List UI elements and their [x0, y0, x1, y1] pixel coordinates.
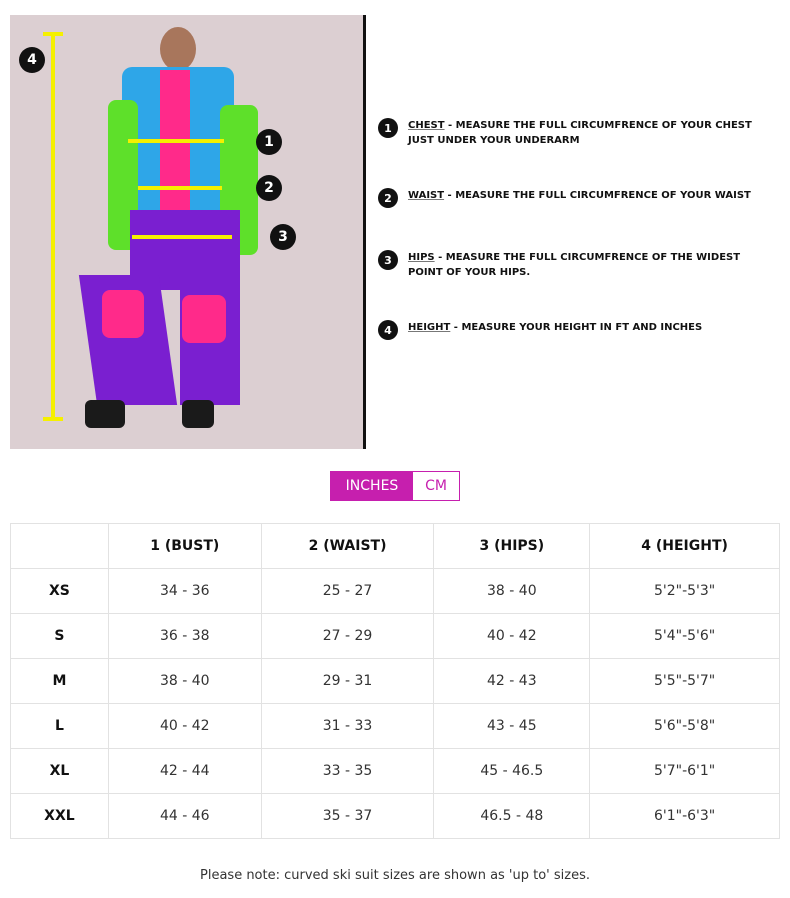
number-icon: 2 [378, 188, 398, 208]
value-cell: 43 - 45 [433, 703, 591, 749]
height-arrow [51, 33, 55, 419]
waist-arrow [138, 186, 222, 190]
instruction-chest: 1 CHEST - MEASURE THE FULL CIRCUMFRENCE … [378, 118, 758, 148]
column-header: 1 (BUST) [107, 523, 262, 569]
value-cell: 5'2"-5'3" [589, 568, 780, 614]
table-row: XS 34 - 36 25 - 27 38 - 40 5'2"-5'3" [10, 568, 780, 614]
value-cell: 40 - 42 [107, 703, 262, 749]
column-header: 2 (WAIST) [260, 523, 435, 569]
value-cell: 25 - 27 [260, 568, 435, 614]
instruction-label: HEIGHT [408, 322, 451, 333]
instruction-text: - MEASURE THE FULL CIRCUMFRENCE OF YOUR … [408, 120, 752, 146]
column-header: 3 (HIPS) [433, 523, 591, 569]
table-row: L 40 - 42 31 - 33 43 - 45 5'6"-5'8" [10, 703, 780, 749]
size-guide-photo: 1 2 3 4 [10, 15, 363, 449]
instruction-height: 4 HEIGHT - MEASURE YOUR HEIGHT IN FT AND… [378, 320, 758, 340]
value-cell: 38 - 40 [107, 658, 262, 704]
chest-arrow [128, 139, 224, 143]
size-table: 1 (BUST) 2 (WAIST) 3 (HIPS) 4 (HEIGHT) XS 34… [10, 523, 780, 839]
instruction-label: CHEST [408, 120, 445, 131]
left-boot [85, 400, 125, 428]
value-cell: 27 - 29 [260, 613, 435, 659]
value-cell: 5'4"-5'6" [589, 613, 780, 659]
instruction-waist: 2 WAIST - MEASURE THE FULL CIRCUMFRENCE … [378, 188, 758, 208]
number-icon: 3 [378, 250, 398, 270]
right-boot [182, 400, 214, 428]
value-cell: 5'5"-5'7" [589, 658, 780, 704]
value-cell: 34 - 36 [107, 568, 262, 614]
value-cell: 5'6"-5'8" [589, 703, 780, 749]
value-cell: 33 - 35 [260, 748, 435, 794]
value-cell: 42 - 44 [107, 748, 262, 794]
number-icon: 4 [378, 320, 398, 340]
divider [363, 15, 366, 449]
value-cell: 46.5 - 48 [433, 793, 591, 839]
instruction-text: - MEASURE THE FULL CIRCUMFRENCE OF YOUR … [444, 190, 751, 201]
hips-arrow [132, 235, 232, 239]
unit-toggle: INCHES CM [330, 471, 460, 501]
instruction-label: HIPS [408, 252, 435, 263]
value-cell: 45 - 46.5 [433, 748, 591, 794]
inches-button[interactable]: INCHES [331, 472, 413, 500]
value-cell: 6'1"-6'3" [589, 793, 780, 839]
instruction-text: - MEASURE THE FULL CIRCUMFRENCE OF THE W… [408, 252, 741, 278]
value-cell: 42 - 43 [433, 658, 591, 704]
instruction-label: WAIST [408, 190, 445, 201]
marker-3: 3 [270, 224, 296, 250]
size-cell: XS [10, 568, 109, 614]
marker-2: 2 [256, 175, 282, 201]
size-note: Please note: curved ski suit sizes are s… [200, 868, 590, 883]
left-knee-patch [102, 290, 144, 338]
model-head [160, 27, 196, 71]
size-cell: XXL [10, 793, 109, 839]
column-header: 4 (HEIGHT) [589, 523, 780, 569]
number-icon: 1 [378, 118, 398, 138]
marker-1: 1 [256, 129, 282, 155]
cm-button[interactable]: CM [413, 472, 459, 500]
table-row: M 38 - 40 29 - 31 42 - 43 5'5"-5'7" [10, 658, 780, 704]
value-cell: 36 - 38 [107, 613, 262, 659]
column-header [10, 523, 109, 569]
size-cell: L [10, 703, 109, 749]
value-cell: 44 - 46 [107, 793, 262, 839]
right-knee-patch [182, 295, 226, 343]
value-cell: 5'7"-6'1" [589, 748, 780, 794]
height-arrow-cap-top [43, 32, 63, 36]
value-cell: 29 - 31 [260, 658, 435, 704]
table-row: XXL 44 - 46 35 - 37 46.5 - 48 6'1"-6'3" [10, 793, 780, 839]
value-cell: 35 - 37 [260, 793, 435, 839]
size-cell: XL [10, 748, 109, 794]
table-row: XL 42 - 44 33 - 35 45 - 46.5 5'7"-6'1" [10, 748, 780, 794]
marker-4: 4 [19, 47, 45, 73]
table-header-row: 1 (BUST) 2 (WAIST) 3 (HIPS) 4 (HEIGHT) [10, 523, 780, 569]
table-row: S 36 - 38 27 - 29 40 - 42 5'4"-5'6" [10, 613, 780, 659]
value-cell: 40 - 42 [433, 613, 591, 659]
size-cell: M [10, 658, 109, 704]
value-cell: 31 - 33 [260, 703, 435, 749]
size-cell: S [10, 613, 109, 659]
value-cell: 38 - 40 [433, 568, 591, 614]
instruction-text: - MEASURE YOUR HEIGHT IN FT AND INCHES [450, 322, 703, 333]
instruction-hips: 3 HIPS - MEASURE THE FULL CIRCUMFRENCE O… [378, 250, 758, 280]
height-arrow-cap-bottom [43, 417, 63, 421]
